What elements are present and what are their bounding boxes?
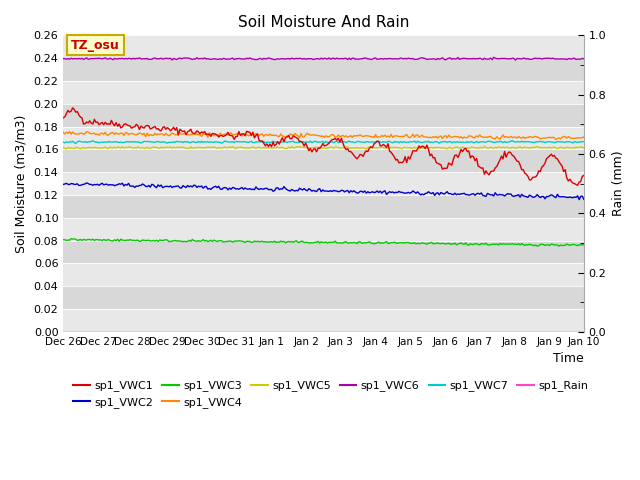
- Bar: [63, 286, 584, 309]
- Bar: [63, 104, 584, 127]
- Bar: [63, 58, 584, 81]
- Title: Soil Moisture And Rain: Soil Moisture And Rain: [238, 15, 409, 30]
- Bar: [63, 81, 584, 104]
- Bar: [63, 172, 584, 195]
- Legend: sp1_VWC1, sp1_VWC2, sp1_VWC3, sp1_VWC4, sp1_VWC5, sp1_VWC6, sp1_VWC7, sp1_Rain: sp1_VWC1, sp1_VWC2, sp1_VWC3, sp1_VWC4, …: [69, 376, 593, 412]
- Bar: [63, 149, 584, 172]
- Bar: [63, 309, 584, 332]
- Bar: [63, 240, 584, 264]
- Text: TZ_osu: TZ_osu: [71, 39, 120, 52]
- Y-axis label: Soil Moisture (m3/m3): Soil Moisture (m3/m3): [15, 114, 28, 253]
- Bar: [63, 218, 584, 240]
- Bar: [63, 127, 584, 149]
- Y-axis label: Rain (mm): Rain (mm): [612, 151, 625, 216]
- Bar: [63, 195, 584, 218]
- Bar: [63, 36, 584, 58]
- X-axis label: Time: Time: [553, 352, 584, 365]
- Bar: [63, 264, 584, 286]
